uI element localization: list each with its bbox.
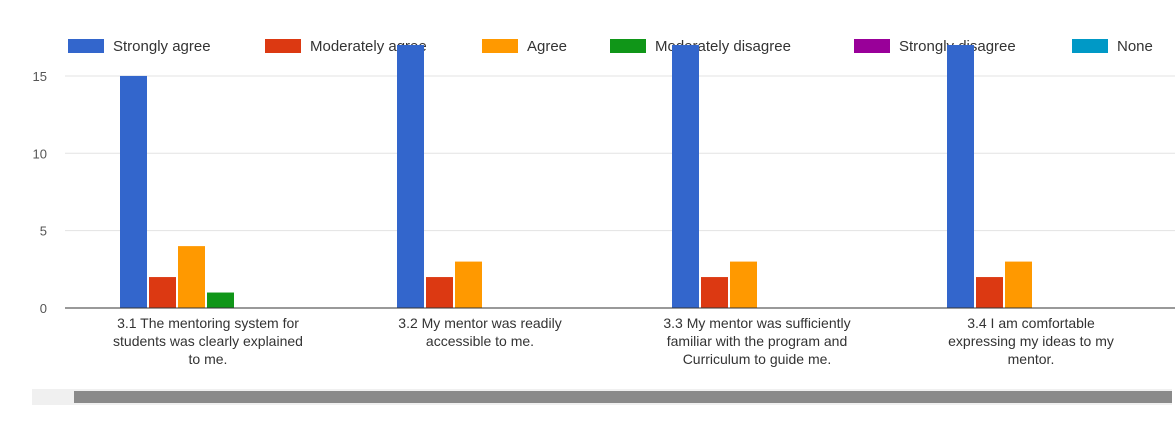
- bar: [672, 45, 699, 308]
- y-tick-label: 10: [33, 146, 47, 161]
- bar: [426, 277, 453, 308]
- gridlines: [65, 75, 1175, 232]
- legend-label: Strongly agree: [113, 38, 211, 55]
- legend-label: None: [1117, 38, 1153, 55]
- legend-label: Agree: [527, 38, 567, 55]
- legend-swatch: [854, 39, 890, 53]
- bar: [149, 277, 176, 308]
- bar: [120, 75, 147, 308]
- category-label: 3.3 My mentor was sufficiently familiar w…: [663, 315, 850, 367]
- horizontal-scrollbar-thumb[interactable]: [74, 391, 1172, 403]
- bar: [455, 261, 482, 308]
- bar: [207, 292, 234, 308]
- bar: [1005, 261, 1032, 308]
- category-label: 3.1 The mentoring system for students was…: [113, 315, 303, 367]
- bar: [397, 45, 424, 308]
- bar: [730, 261, 757, 308]
- legend-swatch: [482, 39, 518, 53]
- y-tick-label: 5: [40, 224, 47, 239]
- y-axis-ticks: 0 5 10 15: [33, 69, 47, 316]
- legend: Strongly agree Moderately agree Agree Moder…: [68, 38, 1153, 55]
- bars: [120, 45, 1032, 308]
- bar: [947, 45, 974, 308]
- category-label: 3.4 I am comfortable expressing my ideas …: [948, 315, 1114, 367]
- y-tick-label: 15: [33, 69, 47, 84]
- legend-swatch: [68, 39, 104, 53]
- bar: [178, 246, 205, 308]
- legend-swatch: [1072, 39, 1108, 53]
- bar: [976, 277, 1003, 308]
- y-tick-label: 0: [40, 301, 47, 316]
- legend-swatch: [265, 39, 301, 53]
- category-label: 3.2 My mentor was readily accessible to m…: [398, 315, 561, 349]
- legend-swatch: [610, 39, 646, 53]
- bar: [701, 277, 728, 308]
- category-labels: 3.1 The mentoring system for students was…: [113, 315, 1114, 367]
